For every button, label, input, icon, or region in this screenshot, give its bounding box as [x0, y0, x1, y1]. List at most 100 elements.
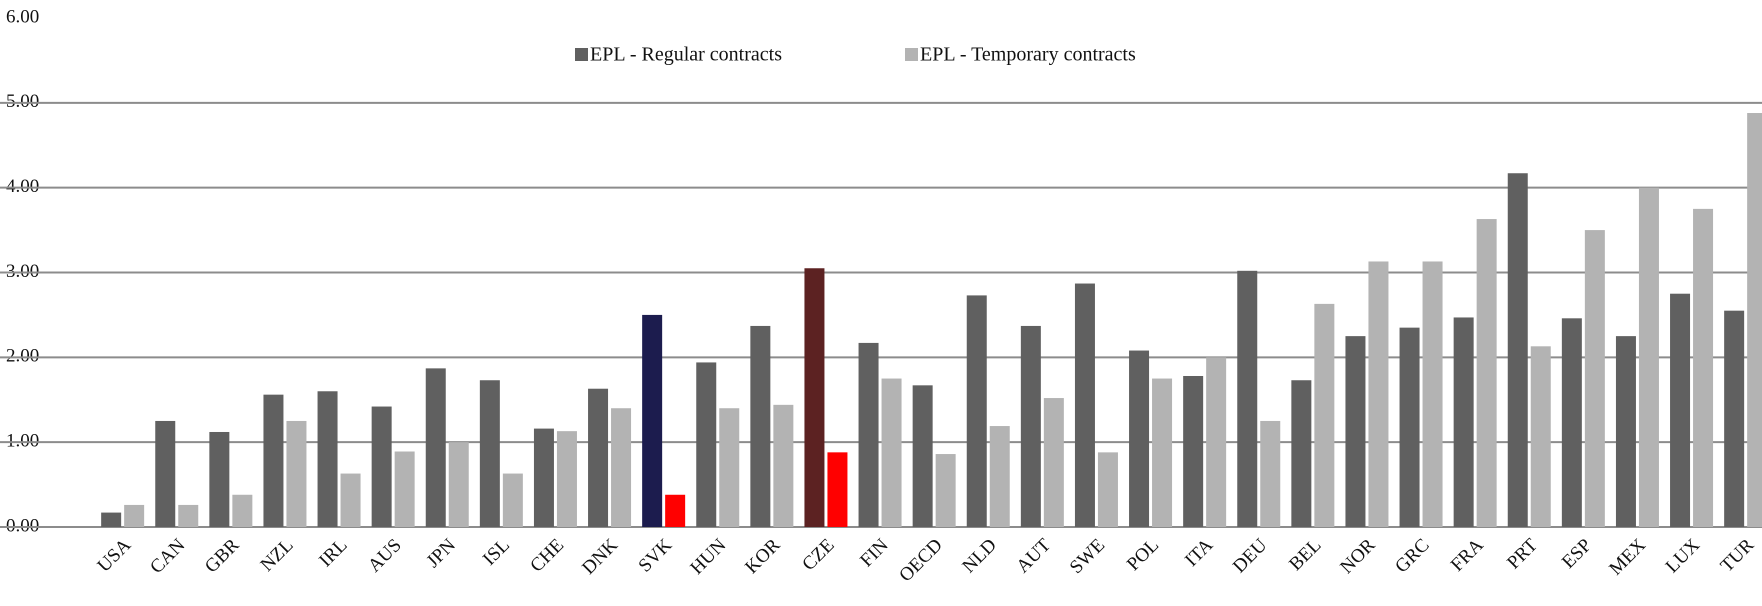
x-tick-label: PRT — [1503, 535, 1542, 574]
x-tick-label: GBR — [201, 535, 244, 578]
bar — [340, 473, 361, 527]
y-tick-label: 3.00 — [6, 261, 39, 282]
bar — [1453, 317, 1474, 527]
y-tick-label: 5.00 — [6, 91, 39, 112]
bar — [533, 428, 554, 527]
x-tick-label: TUR — [1717, 535, 1759, 577]
bar — [286, 420, 307, 527]
bar — [479, 380, 500, 527]
x-tick-label: CZE — [798, 535, 838, 575]
bar — [881, 378, 902, 527]
bar — [394, 451, 415, 527]
bar — [232, 494, 253, 527]
x-tick-label: FIN — [856, 535, 893, 572]
y-tick-label: 1.00 — [6, 431, 39, 452]
bar — [1747, 113, 1762, 527]
bar — [696, 362, 717, 527]
bar — [1152, 378, 1173, 527]
x-tick-label: NLD — [958, 535, 1000, 577]
x-tick-label: ITA — [1181, 535, 1217, 571]
bar — [371, 406, 392, 527]
bar — [912, 385, 933, 527]
bar — [773, 404, 794, 527]
bar — [155, 420, 176, 527]
bar — [1345, 336, 1366, 527]
bar — [263, 394, 284, 527]
bar — [1043, 398, 1064, 527]
bar — [1724, 310, 1745, 527]
bar — [1291, 380, 1312, 527]
bar — [1693, 208, 1714, 527]
x-tick-label: CHE — [526, 535, 568, 577]
bar — [556, 431, 577, 527]
legend-swatch — [575, 48, 588, 61]
bar — [425, 368, 446, 527]
bar — [642, 314, 663, 527]
bar — [1561, 318, 1582, 527]
x-tick-label: FRA — [1447, 535, 1488, 576]
y-tick-label: 0.00 — [6, 515, 39, 536]
x-tick-label: USA — [94, 535, 136, 577]
legend-text: EPL - Regular contracts — [590, 44, 782, 66]
x-tick-label: AUT — [1012, 535, 1055, 578]
x-tick-label: SVK — [635, 535, 677, 577]
bar — [101, 512, 122, 527]
bar — [124, 504, 145, 527]
bar — [1237, 270, 1258, 527]
x-tick-label: NOR — [1336, 535, 1379, 578]
bar — [1638, 187, 1659, 527]
x-tick-label: KOR — [741, 535, 784, 578]
bar — [665, 494, 686, 527]
bar — [1206, 357, 1227, 527]
y-tick-label: 6.00 — [6, 6, 39, 27]
bar — [611, 408, 632, 527]
bar — [317, 391, 338, 527]
x-tick-label: ISL — [479, 535, 514, 570]
bar — [1615, 336, 1636, 527]
bar — [1507, 173, 1528, 527]
x-tick-label: IRL — [315, 535, 351, 571]
x-tick-label: POL — [1123, 535, 1163, 575]
x-tick-label: DNK — [578, 535, 622, 579]
bar — [209, 431, 230, 527]
x-tick-label: MEX — [1605, 535, 1650, 580]
legend-swatch — [905, 48, 918, 61]
bar — [1314, 303, 1335, 527]
x-tick-label: SWE — [1066, 535, 1109, 578]
bar — [1097, 452, 1118, 527]
y-tick-label: 4.00 — [6, 176, 39, 197]
x-tick-label: OECD — [895, 535, 946, 586]
bar — [966, 295, 987, 527]
bar — [1368, 261, 1389, 527]
bar — [448, 442, 469, 527]
x-tick-label: LUX — [1662, 535, 1705, 578]
y-tick-label: 2.00 — [6, 346, 39, 367]
x-tick-label: HUN — [686, 535, 730, 579]
bar — [1399, 327, 1420, 527]
bar — [1670, 293, 1691, 527]
bar — [1260, 420, 1281, 527]
bar — [1129, 350, 1150, 527]
bar — [935, 454, 956, 527]
bar — [719, 408, 740, 527]
bar — [1074, 283, 1095, 527]
x-tick-label: CAN — [146, 535, 189, 578]
x-tick-label: ESP — [1558, 535, 1596, 573]
bar — [1422, 261, 1443, 527]
bar — [1530, 346, 1551, 527]
x-tick-label: BEL — [1285, 535, 1325, 575]
x-tick-label: JPN — [423, 535, 460, 572]
bar — [1020, 325, 1041, 527]
bar — [827, 452, 848, 527]
bar — [502, 473, 523, 527]
bar — [1183, 375, 1204, 527]
legend-text: EPL - Temporary contracts — [920, 44, 1136, 66]
bar — [858, 342, 879, 527]
bar — [178, 504, 199, 527]
bar — [588, 388, 609, 527]
bar — [1584, 230, 1605, 528]
x-tick-label: DEU — [1229, 535, 1272, 578]
bar — [804, 268, 825, 527]
x-tick-label: GRC — [1391, 535, 1433, 577]
